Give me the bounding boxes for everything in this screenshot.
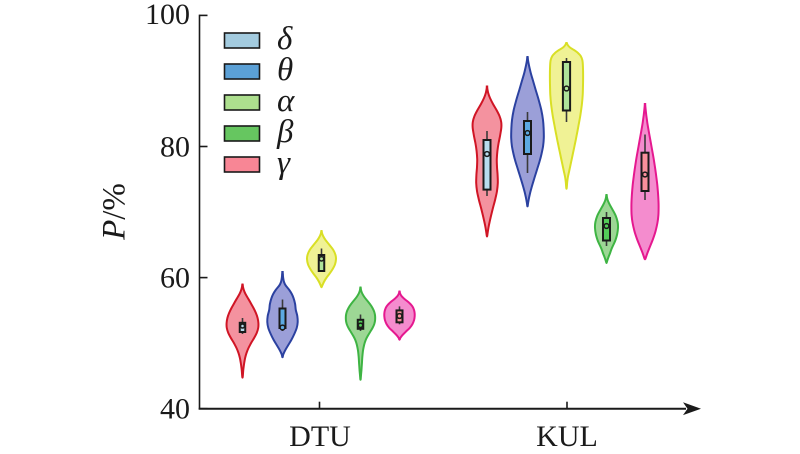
svg-text:P/%: P/%: [97, 183, 133, 241]
svg-text:β: β: [276, 114, 294, 150]
svg-text:40: 40: [160, 393, 190, 426]
svg-text:100: 100: [145, 0, 190, 31]
svg-text:DTU: DTU: [289, 420, 351, 453]
svg-text:γ: γ: [277, 145, 291, 181]
svg-text:α: α: [277, 83, 295, 119]
svg-text:KUL: KUL: [536, 420, 598, 453]
svg-text:θ: θ: [277, 52, 293, 88]
svg-text:80: 80: [160, 131, 190, 164]
svg-text:δ: δ: [277, 21, 293, 57]
svg-text:60: 60: [160, 262, 190, 295]
